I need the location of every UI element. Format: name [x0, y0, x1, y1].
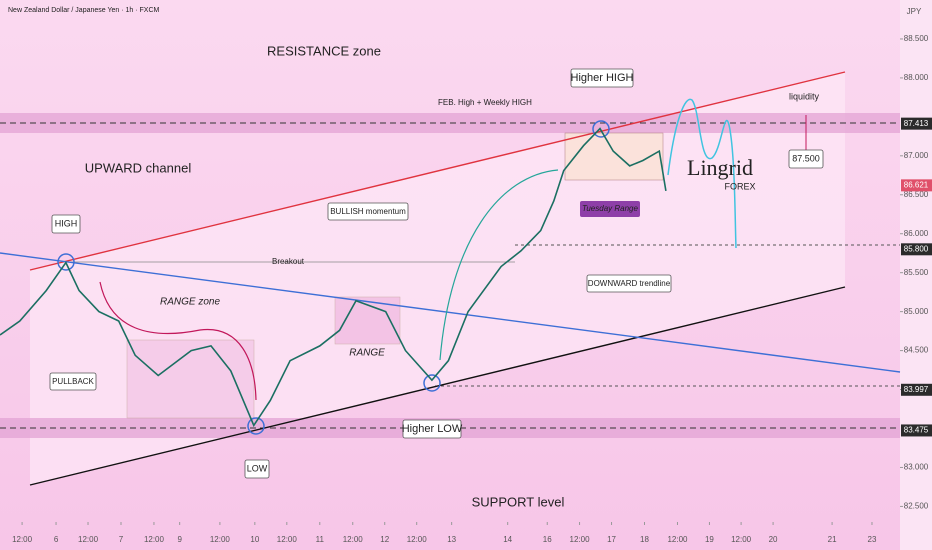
price-label: 87.413 — [904, 119, 929, 128]
y-tick-label: 86.500 — [904, 190, 929, 199]
y-tick-label: 85.000 — [904, 307, 929, 316]
x-tick-label: 19 — [705, 535, 714, 544]
x-tick-label: 17 — [607, 535, 616, 544]
label-box — [244, 459, 270, 479]
marker-circle — [247, 417, 265, 435]
currency: JPY — [907, 7, 922, 16]
price-line — [0, 127, 667, 428]
y-tick-label: 88.500 — [904, 34, 929, 43]
marker-circle — [57, 253, 75, 271]
chart-title: New Zealand Dollar / Japanese Yen · 1h ·… — [8, 7, 160, 14]
label-box — [49, 372, 97, 391]
annotation: LOW — [247, 463, 268, 473]
price-label-box — [901, 243, 932, 256]
annotation: SUPPORT level — [472, 494, 565, 509]
annotation: UPWARD channel — [85, 160, 192, 175]
channel-bottom — [29, 286, 846, 486]
x-tick-label: 12:00 — [210, 535, 231, 544]
label-box — [402, 419, 462, 439]
price-label: 83.997 — [904, 385, 929, 394]
annotation: FEB. High + Weekly HIGH — [438, 98, 532, 107]
annotation: HIGH — [55, 218, 78, 228]
marker-circle — [592, 120, 610, 138]
annotation: Higher LOW — [402, 423, 463, 435]
x-tick-label: 16 — [543, 535, 552, 544]
y-tick-label: 82.500 — [904, 502, 929, 511]
price-label: 86.621 — [904, 180, 929, 189]
annotation: BULLISH momentum — [330, 207, 406, 216]
label-box — [788, 149, 824, 169]
label-box — [586, 274, 672, 293]
price-label-box — [901, 117, 932, 130]
annotation: Higher HIGH — [571, 72, 634, 84]
annotation: RANGE — [349, 348, 385, 359]
label-box — [580, 201, 640, 217]
y-tick-label: 86.000 — [904, 229, 929, 238]
forecast-path — [667, 98, 737, 249]
label-box — [570, 68, 634, 88]
x-tick-label: 12:00 — [731, 535, 752, 544]
y-tick-label: 84.500 — [904, 346, 929, 355]
x-tick-label: 12:00 — [667, 535, 688, 544]
x-tick-label: 12:00 — [277, 535, 298, 544]
price-label-box — [901, 179, 932, 192]
x-tick-label: 9 — [177, 535, 182, 544]
y-tick-label: 85.500 — [904, 268, 929, 277]
brand: FOREX — [724, 181, 755, 191]
arrow — [99, 281, 257, 401]
price-axis-bg — [900, 0, 932, 550]
annotation: PULLBACK — [52, 377, 94, 386]
annotation: liquidity — [789, 91, 820, 101]
annotation: 87.500 — [792, 153, 820, 163]
price-label-box — [901, 424, 932, 437]
downward-trendline — [0, 252, 901, 373]
x-tick-label: 11 — [316, 535, 325, 544]
x-tick-label: 12:00 — [343, 535, 364, 544]
x-tick-label: 23 — [868, 535, 877, 544]
marker-circle — [423, 374, 441, 392]
x-tick-label: 10 — [250, 535, 259, 544]
x-tick-label: 14 — [503, 535, 512, 544]
x-tick-label: 21 — [828, 535, 837, 544]
price-label-box — [901, 383, 932, 396]
x-tick-label: 12:00 — [78, 535, 99, 544]
y-tick-label: 88.000 — [904, 73, 929, 82]
annotation: RESISTANCE zone — [267, 43, 381, 58]
annotation: DOWNWARD trendline — [588, 279, 671, 288]
price-label: 83.475 — [904, 426, 929, 435]
x-tick-label: 7 — [119, 535, 124, 544]
tuesday-box — [564, 132, 664, 181]
price-label: 85.800 — [904, 244, 929, 253]
channel-top — [29, 71, 846, 271]
label-box — [51, 214, 81, 234]
range-box — [126, 339, 255, 419]
x-tick-label: 20 — [769, 535, 778, 544]
y-tick-label: 83.000 — [904, 463, 929, 472]
x-tick-label: 6 — [54, 535, 59, 544]
arrow — [439, 169, 559, 361]
x-tick-label: 12:00 — [407, 535, 428, 544]
annotation: Breakout — [272, 257, 305, 266]
annotation: Tuesday Range — [582, 204, 638, 213]
label-box — [327, 202, 409, 221]
x-tick-label: 18 — [640, 535, 649, 544]
x-tick-label: 12:00 — [144, 535, 165, 544]
annotation: RANGE zone — [160, 297, 220, 308]
x-tick-label: 12:00 — [570, 535, 591, 544]
brand: Lingrid — [687, 155, 753, 180]
y-tick-label: 87.000 — [904, 151, 929, 160]
x-tick-label: 12:00 — [12, 535, 33, 544]
x-tick-label: 13 — [447, 535, 456, 544]
x-tick-label: 12 — [380, 535, 389, 544]
